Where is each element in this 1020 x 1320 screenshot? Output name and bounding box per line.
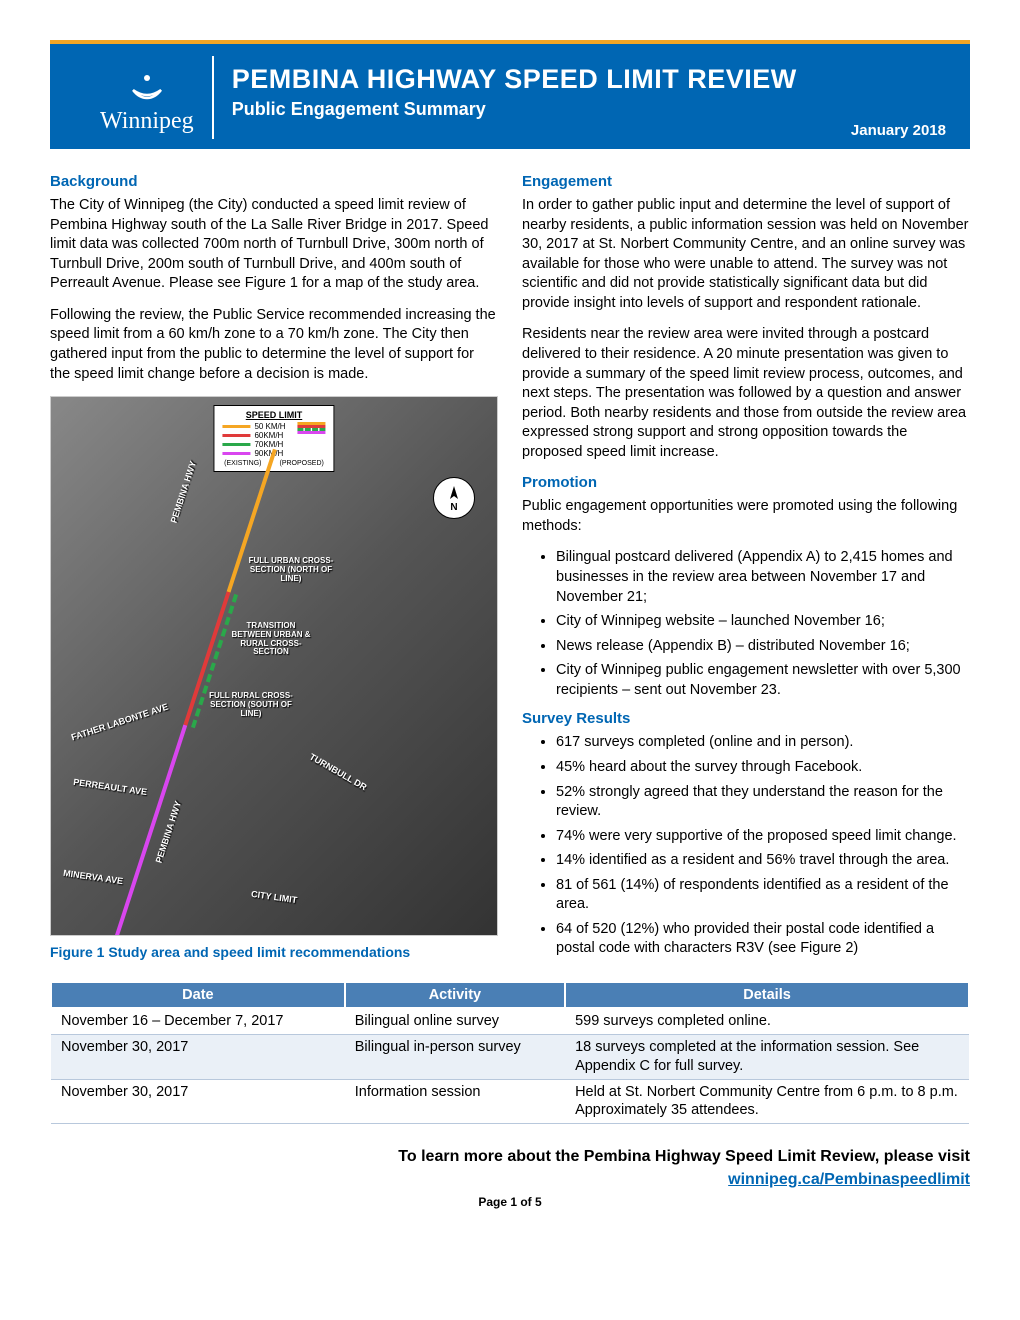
list-item: News release (Appendix B) – distributed … — [556, 637, 970, 657]
list-item: 64 of 520 (12%) who provided their posta… — [556, 920, 970, 959]
list-item: 14% identified as a resident and 56% tra… — [556, 851, 970, 871]
cell-date: November 30, 2017 — [51, 1034, 345, 1079]
cell-activity: Information session — [345, 1079, 565, 1124]
cell-date: November 16 – December 7, 2017 — [51, 1008, 345, 1034]
map-label-labonte: FATHER LABONTE AVE — [70, 702, 169, 743]
list-item: 81 of 561 (14%) of respondents identifie… — [556, 876, 970, 915]
city-logo: Winnipeg — [70, 56, 214, 139]
map-label-transition: TRANSITION BETWEEN URBAN & RURAL CROSS-S… — [226, 622, 316, 657]
map-label-full-rural: FULL RURAL CROSS-SECTION (SOUTH OF LINE) — [206, 692, 296, 718]
document-header: Winnipeg PEMBINA HIGHWAY SPEED LIMIT REV… — [50, 44, 970, 149]
map-label-full-urban: FULL URBAN CROSS-SECTION (NORTH OF LINE) — [246, 557, 336, 583]
table-header-details: Details — [565, 982, 969, 1008]
legend-title: SPEED LIMIT — [222, 410, 325, 420]
survey-heading: Survey Results — [522, 710, 970, 727]
table-row: November 30, 2017 Bilingual in-person su… — [51, 1034, 969, 1079]
cell-details: 599 surveys completed online. — [565, 1008, 969, 1034]
list-item: Bilingual postcard delivered (Appendix A… — [556, 548, 970, 607]
list-item: 74% were very supportive of the proposed… — [556, 827, 970, 847]
table-row: November 30, 2017 Information session He… — [51, 1079, 969, 1124]
legend-60: 60KM/H — [254, 431, 283, 440]
map-label-pembina-top: PEMBINA HWY — [169, 460, 198, 525]
engagement-table: Date Activity Details November 16 – Dece… — [50, 981, 970, 1124]
figure-caption: Figure 1 Study area and speed limit reco… — [50, 944, 498, 960]
cta-link[interactable]: winnipeg.ca/Pembinaspeedlimit — [728, 1171, 970, 1188]
list-item: 45% heard about the survey through Faceb… — [556, 758, 970, 778]
list-item: 617 surveys completed (online and in per… — [556, 733, 970, 753]
page-number: Page 1 of 5 — [50, 1195, 970, 1209]
map-label-city-limit: CITY LIMIT — [251, 889, 298, 905]
cell-details: 18 surveys completed at the information … — [565, 1034, 969, 1079]
list-item: City of Winnipeg website – launched Nove… — [556, 612, 970, 632]
promotion-heading: Promotion — [522, 474, 970, 491]
promotion-list: Bilingual postcard delivered (Appendix A… — [522, 548, 970, 700]
engagement-para-2: Residents near the review area were invi… — [522, 325, 970, 462]
engagement-heading: Engagement — [522, 173, 970, 190]
background-para-1: The City of Winnipeg (the City) conducte… — [50, 196, 498, 294]
cell-date: November 30, 2017 — [51, 1079, 345, 1124]
table-row: November 16 – December 7, 2017 Bilingual… — [51, 1008, 969, 1034]
document-date: January 2018 — [851, 122, 946, 139]
table-header-activity: Activity — [345, 982, 565, 1008]
list-item: City of Winnipeg public engagement newsl… — [556, 661, 970, 700]
logo-swirl-icon — [127, 64, 167, 104]
background-para-2: Following the review, the Public Service… — [50, 306, 498, 384]
background-heading: Background — [50, 173, 498, 190]
study-area-map: SPEED LIMIT 50 KM/H 60KM/H 70KM/H 90KM/H — [50, 396, 498, 936]
cell-activity: Bilingual online survey — [345, 1008, 565, 1034]
promotion-intro: Public engagement opportunities were pro… — [522, 497, 970, 536]
footer-cta: To learn more about the Pembina Highway … — [50, 1146, 970, 1191]
survey-list: 617 surveys completed (online and in per… — [522, 733, 970, 959]
page-subtitle: Public Engagement Summary — [232, 99, 950, 120]
engagement-para-1: In order to gather public input and dete… — [522, 196, 970, 313]
cta-text: To learn more about the Pembina Highway … — [398, 1148, 970, 1165]
logo-text: Winnipeg — [100, 108, 194, 135]
legend-50: 50 KM/H — [254, 422, 285, 431]
cell-activity: Bilingual in-person survey — [345, 1034, 565, 1079]
right-column: Engagement In order to gather public inp… — [522, 163, 970, 969]
list-item: 52% strongly agreed that they understand… — [556, 783, 970, 822]
page-title: PEMBINA HIGHWAY SPEED LIMIT REVIEW — [232, 64, 950, 95]
left-column: Background The City of Winnipeg (the Cit… — [50, 163, 498, 969]
map-label-perreault: PERREAULT AVE — [73, 777, 148, 797]
compass-icon: N — [433, 477, 475, 519]
cell-details: Held at St. Norbert Community Centre fro… — [565, 1079, 969, 1124]
svg-text:N: N — [450, 502, 457, 513]
map-label-turnbull: TURNBULL DR — [308, 752, 369, 793]
table-header-date: Date — [51, 982, 345, 1008]
